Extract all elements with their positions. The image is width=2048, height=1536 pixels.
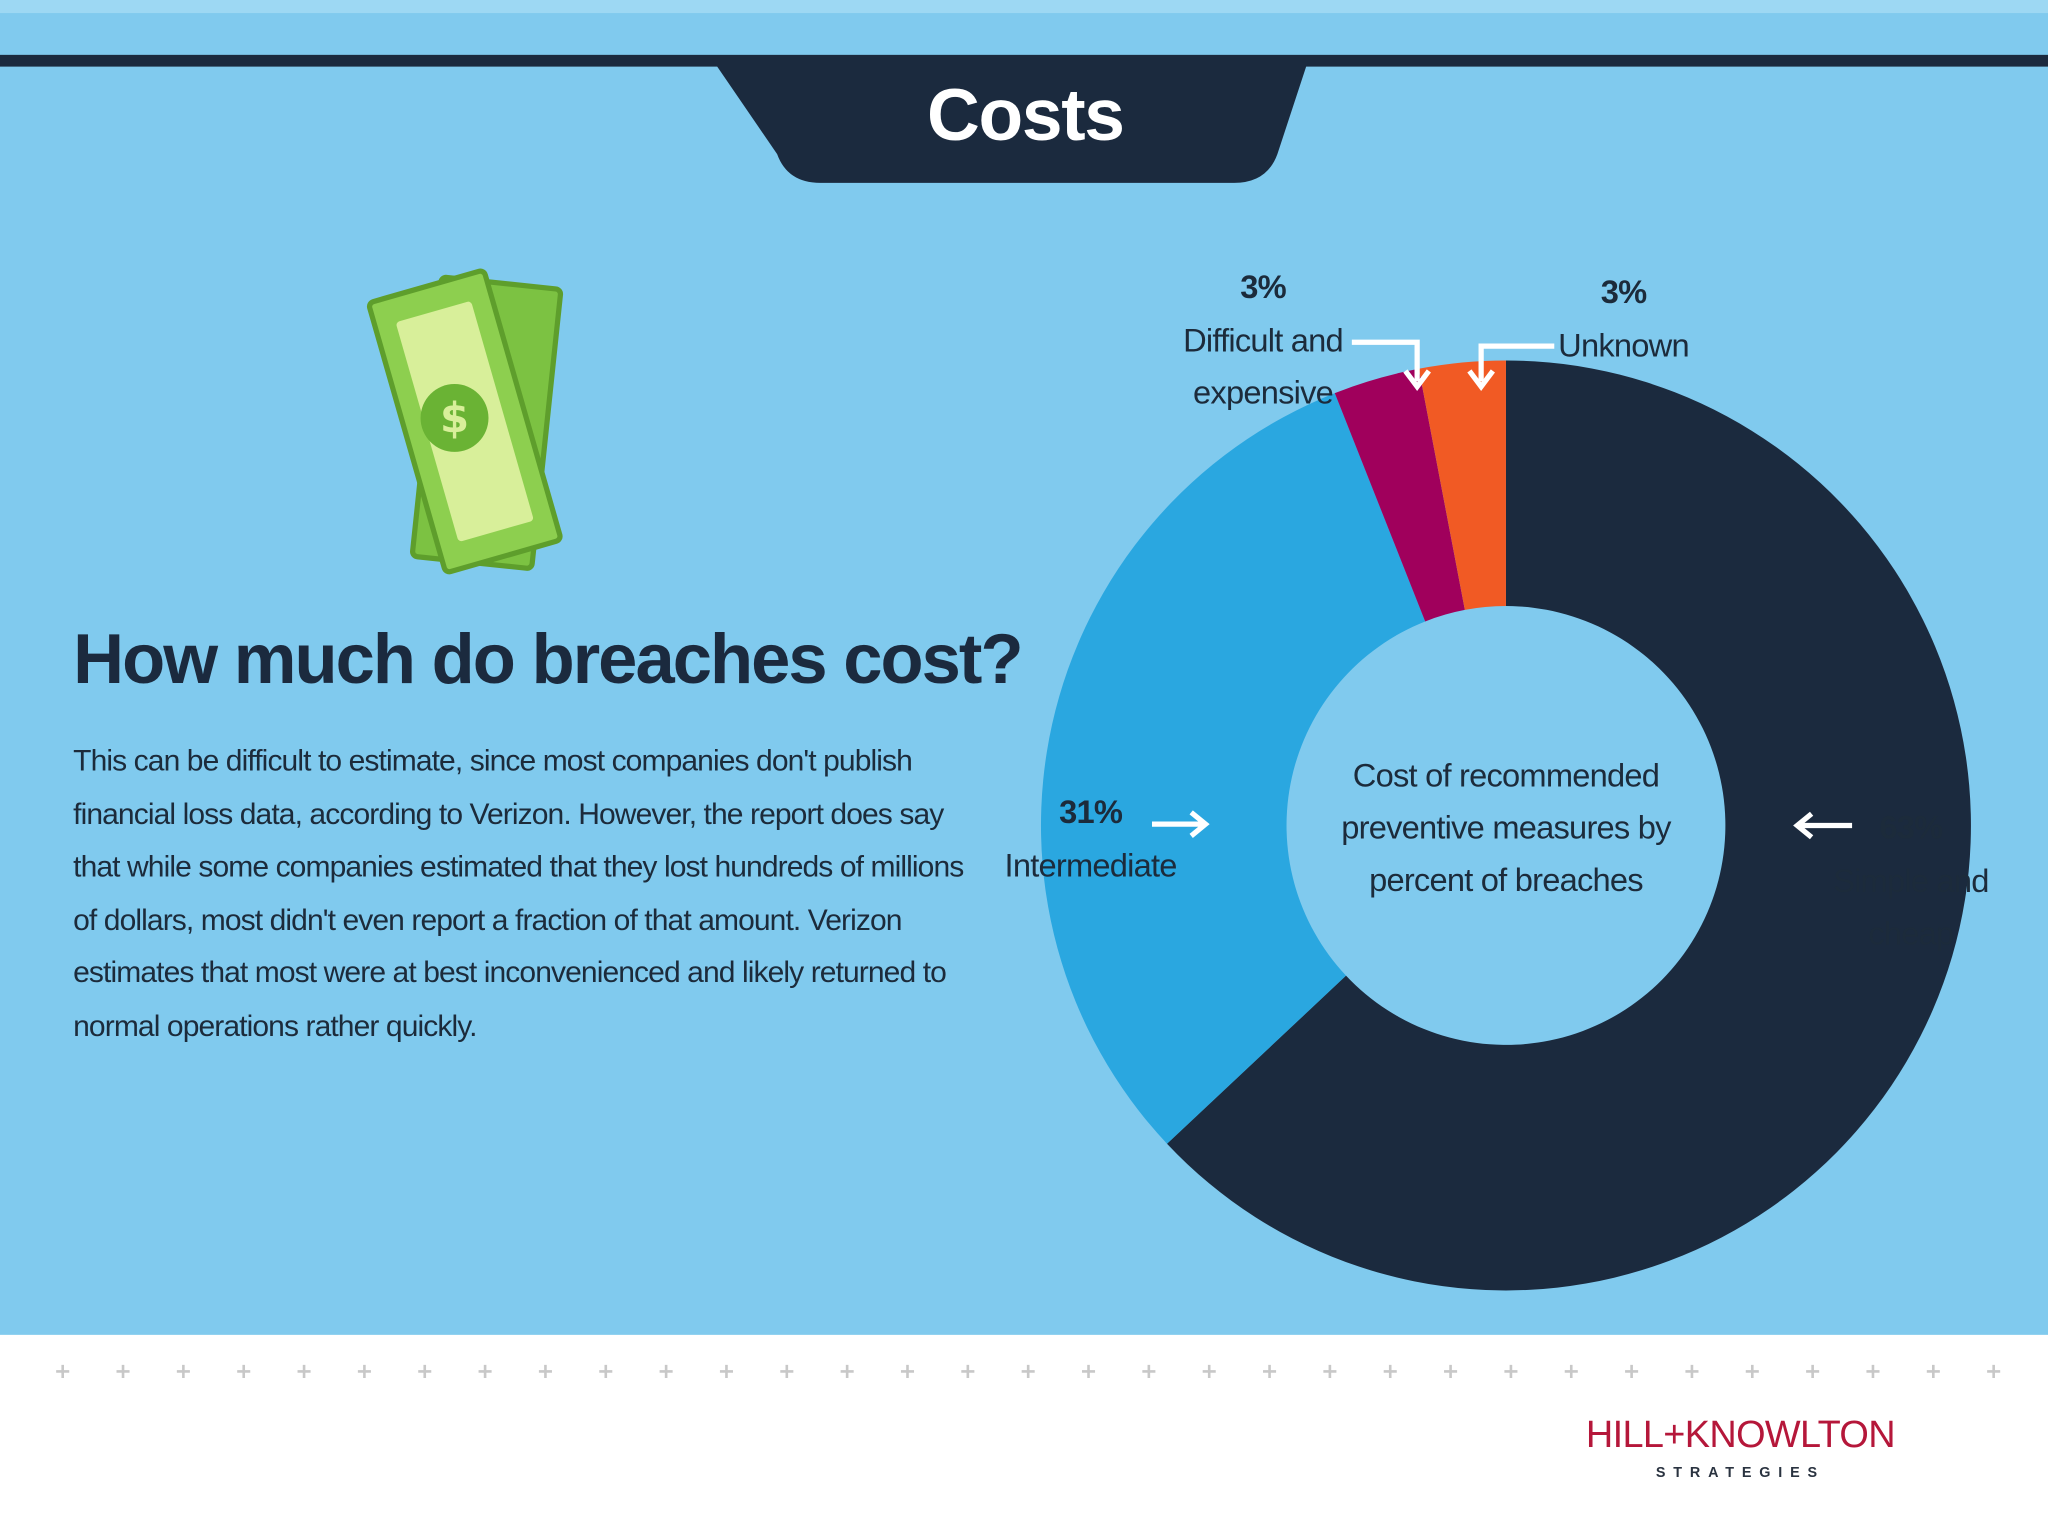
arrow [1478, 343, 1555, 382]
value-label: 3% [1240, 269, 1286, 306]
plus-sign [176, 1364, 190, 1378]
plus-sign [116, 1364, 130, 1378]
plus-sign [1987, 1364, 2001, 1378]
article-heading: How much do breaches cost? [73, 620, 1023, 699]
plus-sign [1745, 1364, 1759, 1378]
logo-tagline: STRATEGIES [1655, 1465, 1825, 1482]
donut-segment [1334, 368, 1465, 622]
plus-sign [780, 1364, 794, 1378]
plus-sign [1021, 1364, 1035, 1378]
header-title: Costs [926, 73, 1125, 156]
arrow-head [1403, 369, 1431, 391]
article-body: This can be difficult to estimate, since… [73, 743, 964, 1042]
plus-sign [1202, 1364, 1216, 1378]
plus-sign [659, 1364, 673, 1378]
plus-sign [961, 1364, 975, 1378]
plus-sign [1081, 1364, 1096, 1378]
value-label: 63% [1879, 809, 1943, 847]
plus-sign [1263, 1364, 1277, 1378]
plus-sign [1685, 1364, 1699, 1378]
arrow [1351, 339, 1420, 382]
category-label: Intermediate [1004, 847, 1178, 885]
header-tab [711, 58, 1309, 183]
plus-sign [840, 1364, 854, 1378]
plus-sign [1444, 1364, 1458, 1378]
plus-sign [1866, 1364, 1880, 1378]
plus-sign [1504, 1364, 1518, 1378]
donut-chart [1040, 360, 1971, 1291]
logo-name: HILL+KNOWLTON [1585, 1414, 1896, 1457]
plus-sign [1564, 1364, 1578, 1378]
plus-sign [297, 1364, 311, 1378]
plus-sign [719, 1364, 733, 1378]
plus-sign [900, 1364, 915, 1378]
value-label: 31% [1059, 794, 1123, 831]
plus-sign [237, 1364, 251, 1378]
arrow-head [1467, 369, 1495, 391]
plus-sign [1383, 1364, 1397, 1378]
plus-sign [1625, 1364, 1639, 1378]
plus-sign [418, 1364, 432, 1378]
callout-arrows [1151, 339, 1853, 840]
donut-center-label: Cost of recommended preventive measures … [1341, 757, 1671, 899]
plus-sign [357, 1364, 371, 1378]
arrow [1793, 811, 1853, 840]
svg-text:$: $ [440, 393, 469, 442]
donut-segment [1167, 360, 1971, 1291]
top-strip [0, 0, 2048, 14]
plus-sign [599, 1364, 613, 1378]
plus-sign [1926, 1364, 1940, 1378]
money-icon: $ [366, 268, 564, 575]
plus-row [56, 1364, 2001, 1378]
category-label: Unknown [1558, 327, 1689, 365]
plus-sign [1142, 1364, 1156, 1378]
category-label: Simple and cheap [1833, 863, 1989, 953]
plus-sign [538, 1364, 552, 1378]
donut-segment [1040, 393, 1426, 1144]
category-label: Difficult and expensive [1183, 322, 1344, 412]
plus-sign [56, 1364, 70, 1378]
plus-sign [478, 1364, 492, 1378]
plus-sign [1806, 1364, 1820, 1378]
donut-segment [1418, 360, 1506, 610]
plus-sign [1323, 1364, 1337, 1378]
arrow [1151, 810, 1210, 838]
value-label: 3% [1600, 274, 1647, 311]
